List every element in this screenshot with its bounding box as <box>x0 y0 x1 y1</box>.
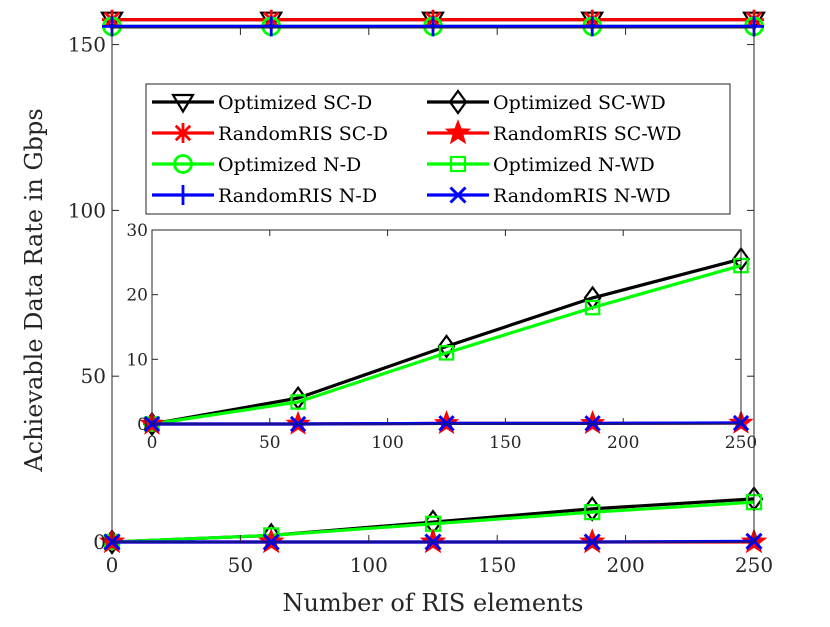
series-line <box>111 500 755 544</box>
data-point <box>584 504 601 521</box>
inset-data-point <box>584 415 601 432</box>
legend-marker <box>448 89 468 115</box>
legend-item-randomris-sc-wd: RandomRIS SC-WD <box>427 119 682 145</box>
legend: Optimized SC-D Optimized SC-WD RandomRIS S… <box>145 83 731 215</box>
inset-series-optimized-n-wd <box>144 257 749 432</box>
legend-item-optimized-n-wd: Optimized N-WD <box>427 154 655 176</box>
inset-x-tick-label: 100 <box>371 433 403 453</box>
inset-data-point <box>438 345 455 361</box>
legend-label: RandomRIS SC-WD <box>493 123 682 145</box>
legend-item-optimized-sc-d: Optimized SC-D <box>152 92 372 114</box>
inset-y-tick-label: 0 <box>137 415 148 435</box>
legend-marker <box>171 93 195 114</box>
data-point <box>582 16 603 37</box>
y-tick-label: 0 <box>93 530 106 554</box>
data-point <box>261 16 282 37</box>
legend-marker <box>444 119 472 145</box>
legend-marker <box>173 154 193 174</box>
legend-item-optimized-n-d: Optimized N-D <box>152 154 361 176</box>
x-tick-label: 50 <box>228 553 253 577</box>
legend-marker <box>449 186 467 204</box>
inset-data-point <box>438 415 455 432</box>
y-tick-label: 100 <box>68 198 106 222</box>
legend-label: RandomRIS N-WD <box>493 185 671 207</box>
x-tick-label: 0 <box>106 553 119 577</box>
series-randomris-n-d <box>102 16 764 37</box>
inset-data-point <box>437 334 456 359</box>
inset-data-point <box>290 394 306 410</box>
inset-background <box>152 230 741 424</box>
legend-label: RandomRIS SC-D <box>218 123 388 145</box>
legend-label: Optimized SC-WD <box>493 92 666 114</box>
y-tick-label: 50 <box>81 364 106 388</box>
legend-item-randomris-n-d: RandomRIS N-D <box>152 185 377 207</box>
legend-box <box>145 83 731 215</box>
y-tick-label: 150 <box>68 33 106 57</box>
data-point <box>423 16 443 37</box>
x-tick-label: 150 <box>478 553 516 577</box>
legend-marker <box>449 155 467 173</box>
inset-chart: 0 50 100 150 200 250 0 10 20 30 <box>126 221 757 453</box>
x-tick-label: 200 <box>607 553 645 577</box>
legend-label: Optimized N-WD <box>493 154 655 176</box>
inset-x-tick-label: 250 <box>725 433 757 453</box>
legend-item-randomris-n-wd: RandomRIS N-WD <box>427 185 671 207</box>
inset-series-line <box>151 264 742 426</box>
x-tick-label: 100 <box>350 553 388 577</box>
legend-label: Optimized SC-D <box>218 92 372 114</box>
inset-y-tick-label: 30 <box>126 221 148 241</box>
inset-x-tick-label: 150 <box>489 433 521 453</box>
inset-y-tick-label: 10 <box>126 350 148 370</box>
legend-item-randomris-sc-d: RandomRIS SC-D <box>152 123 388 145</box>
inset-data-point <box>584 299 601 316</box>
legend-label: Optimized N-D <box>218 154 361 176</box>
legend-marker <box>173 185 193 205</box>
legend-marker <box>173 123 193 143</box>
main-axes-box <box>111 27 755 543</box>
inset-x-tick-label: 0 <box>147 433 158 453</box>
inset-x-tick-label: 200 <box>607 433 639 453</box>
x-axis-label: Number of RIS elements <box>283 589 584 617</box>
inset-x-tick-label: 50 <box>259 433 281 453</box>
x-tick-label: 250 <box>735 553 773 577</box>
y-axis-label: Achievable Data Rate in Gbps <box>20 108 48 472</box>
inset-axes-box <box>151 229 742 425</box>
legend-item-optimized-sc-wd: Optimized SC-WD <box>427 89 666 115</box>
legend-label: RandomRIS N-D <box>218 185 377 207</box>
inset-y-tick-label: 20 <box>126 286 148 306</box>
